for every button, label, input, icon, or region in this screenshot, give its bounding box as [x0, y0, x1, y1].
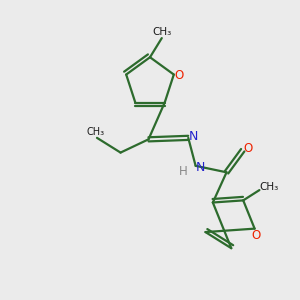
- Text: N: N: [196, 161, 206, 174]
- Text: CH₃: CH₃: [153, 27, 172, 37]
- Text: O: O: [243, 142, 253, 155]
- Text: O: O: [251, 229, 261, 242]
- Text: CH₃: CH₃: [259, 182, 278, 192]
- Text: O: O: [175, 69, 184, 82]
- Text: CH₃: CH₃: [86, 127, 105, 137]
- Text: H: H: [179, 165, 188, 178]
- Text: N: N: [189, 130, 198, 143]
